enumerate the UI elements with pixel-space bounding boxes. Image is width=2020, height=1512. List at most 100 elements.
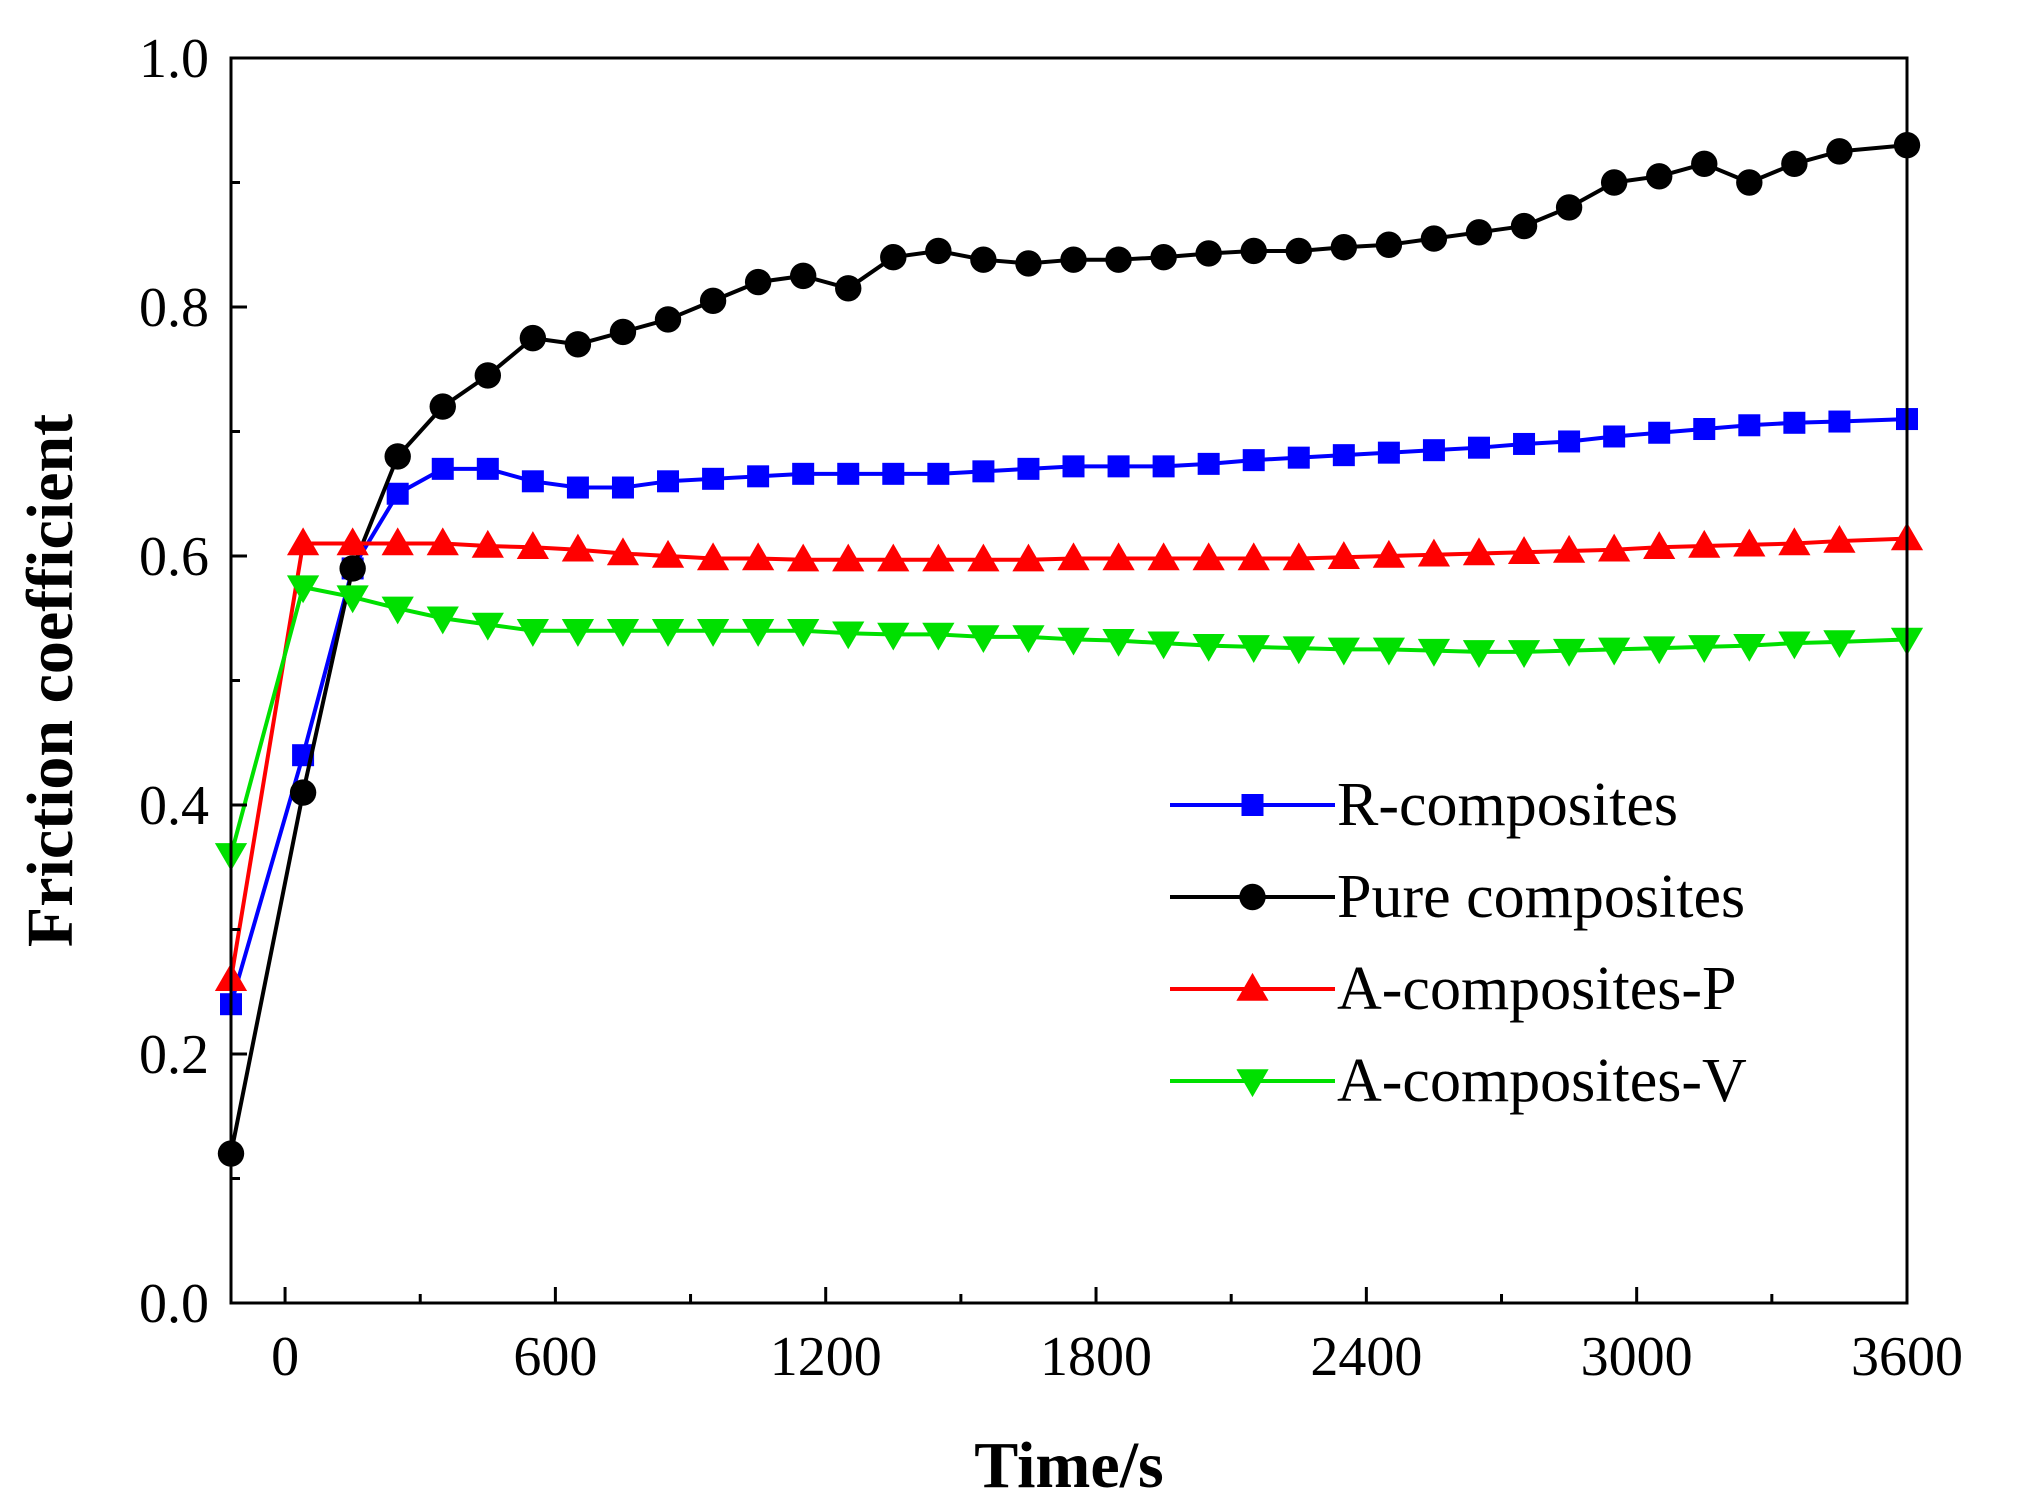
x-tick-label: 2400 bbox=[1310, 1326, 1422, 1388]
data-point-a-composites-v bbox=[877, 622, 910, 651]
legend: R-composites Pure composites A-composites-… bbox=[1170, 771, 1747, 1115]
x-tick-label: 1200 bbox=[770, 1326, 882, 1388]
data-point-a-composites-p bbox=[1147, 542, 1180, 571]
x-tick-label: 1800 bbox=[1040, 1326, 1152, 1388]
data-point-a-composites-v bbox=[1147, 631, 1180, 660]
data-point-a-composites-v bbox=[696, 619, 730, 647]
data-point-pure-composites bbox=[880, 244, 907, 271]
data-point-r-composites bbox=[1422, 439, 1445, 462]
data-point-r-composites bbox=[1783, 411, 1806, 434]
data-point-a-composites-v bbox=[561, 619, 595, 647]
data-point-a-composites-v bbox=[516, 619, 549, 647]
data-point-a-composites-v bbox=[787, 619, 820, 647]
data-point-pure-composites bbox=[654, 306, 682, 333]
data-point-a-composites-p bbox=[787, 543, 820, 572]
data-point-pure-composites bbox=[289, 779, 317, 806]
data-point-pure-composites bbox=[1420, 225, 1448, 252]
data-point-a-composites-v bbox=[1282, 636, 1315, 665]
legend-label: A-composites-V bbox=[1337, 1047, 1747, 1115]
data-point-a-composites-p bbox=[696, 542, 730, 571]
data-point-pure-composites bbox=[564, 331, 592, 358]
data-point-a-composites-v bbox=[1012, 625, 1045, 654]
data-point-a-composites-p bbox=[832, 543, 865, 572]
data-point-a-composites-v bbox=[832, 621, 865, 650]
data-point-a-composites-v bbox=[286, 575, 320, 604]
data-point-a-composites-v bbox=[1417, 638, 1451, 667]
data-point-pure-composites bbox=[1060, 246, 1087, 273]
data-point-a-composites-p bbox=[1282, 542, 1315, 571]
data-point-a-composites-v bbox=[1823, 630, 1856, 659]
data-point-a-composites-v bbox=[1778, 631, 1811, 660]
y-tick-label: 1.0 bbox=[139, 28, 209, 90]
data-point-r-composites bbox=[611, 476, 634, 499]
data-point-pure-composites bbox=[1015, 250, 1042, 277]
data-point-pure-composites bbox=[1105, 246, 1132, 273]
data-point-a-composites-v bbox=[606, 619, 640, 647]
data-point-a-composites-v bbox=[1327, 637, 1360, 666]
data-point-r-composites bbox=[927, 462, 950, 485]
data-point-a-composites-p bbox=[1733, 528, 1766, 557]
data-point-r-composites bbox=[657, 470, 680, 493]
data-point-pure-composites bbox=[1465, 219, 1493, 246]
data-point-pure-composites bbox=[1285, 237, 1312, 265]
data-point-a-composites-v bbox=[1507, 640, 1541, 668]
legend-item-r-composites: R-composites bbox=[1170, 771, 1678, 839]
data-point-pure-composites bbox=[1240, 237, 1267, 265]
data-point-a-composites-v bbox=[1372, 637, 1406, 666]
data-point-a-composites-p bbox=[922, 543, 955, 572]
data-point-r-composites bbox=[476, 457, 499, 480]
data-point-a-composites-p bbox=[1327, 541, 1360, 569]
data-point-a-composites-p bbox=[1057, 542, 1090, 571]
data-point-a-composites-v bbox=[1688, 635, 1721, 664]
data-point-a-composites-p bbox=[336, 527, 369, 556]
data-point-pure-composites bbox=[1600, 169, 1628, 196]
legend-marker bbox=[1239, 883, 1266, 911]
legend-label: A-composites-P bbox=[1337, 955, 1737, 1023]
data-point-r-composites bbox=[1558, 430, 1581, 453]
data-point-pure-composites bbox=[925, 237, 952, 265]
data-point-pure-composites bbox=[1646, 163, 1673, 190]
data-point-r-composites bbox=[1242, 449, 1265, 472]
series-pure-composites bbox=[217, 131, 1921, 1167]
data-point-r-composites bbox=[1513, 432, 1536, 455]
y-tick-label: 0.8 bbox=[139, 277, 209, 339]
data-point-a-composites-p bbox=[1507, 536, 1541, 564]
data-point-a-composites-v bbox=[967, 625, 1000, 654]
data-point-r-composites bbox=[1017, 457, 1040, 480]
data-point-a-composites-p bbox=[1823, 524, 1856, 553]
x-tick-label: 600 bbox=[513, 1326, 597, 1388]
data-point-a-composites-p bbox=[1643, 531, 1676, 559]
legend-marker bbox=[1236, 1069, 1269, 1098]
data-point-a-composites-v bbox=[1462, 640, 1496, 668]
data-point-pure-composites bbox=[835, 275, 862, 302]
data-point-pure-composites bbox=[384, 443, 411, 470]
data-point-a-composites-p bbox=[1237, 542, 1270, 571]
data-point-a-composites-p bbox=[1417, 538, 1451, 567]
data-point-a-composites-p bbox=[1688, 529, 1721, 558]
data-point-pure-composites bbox=[1150, 244, 1177, 271]
data-point-a-composites-p bbox=[1102, 542, 1135, 571]
data-point-a-composites-v bbox=[471, 612, 504, 641]
data-point-pure-composites bbox=[699, 287, 727, 314]
y-tick-label: 0.0 bbox=[139, 1273, 209, 1335]
data-point-r-composites bbox=[1332, 444, 1355, 467]
data-point-a-composites-p bbox=[381, 527, 414, 556]
y-tick-label: 0.6 bbox=[139, 526, 209, 588]
x-tick-label: 0 bbox=[271, 1326, 299, 1388]
data-point-pure-composites bbox=[789, 262, 817, 290]
data-point-pure-composites bbox=[1691, 150, 1718, 178]
data-point-a-composites-p bbox=[516, 531, 549, 559]
data-point-pure-composites bbox=[609, 318, 637, 346]
legend-marker bbox=[1241, 794, 1264, 816]
x-tick-label: 3600 bbox=[1851, 1326, 1963, 1388]
data-point-a-composites-p bbox=[1192, 542, 1225, 571]
series-r-composites bbox=[220, 408, 1918, 1016]
data-point-a-composites-p bbox=[1372, 539, 1406, 568]
data-point-a-composites-p bbox=[1552, 534, 1586, 563]
x-axis-title: Time/s bbox=[974, 1429, 1163, 1502]
data-point-r-composites bbox=[882, 462, 905, 485]
data-point-r-composites bbox=[702, 467, 725, 490]
data-point-a-composites-v bbox=[1192, 633, 1225, 662]
data-point-a-composites-v bbox=[922, 622, 955, 651]
